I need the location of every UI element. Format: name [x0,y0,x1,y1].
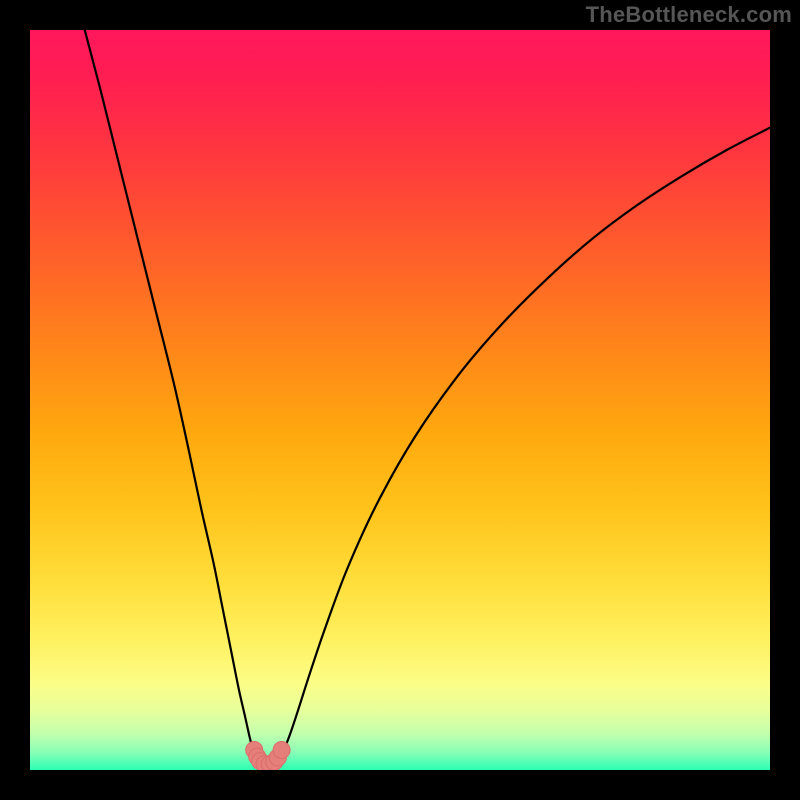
bottleneck-curve-plot [30,30,770,770]
marker-dot [273,742,290,759]
chart-frame: TheBottleneck.com [0,0,800,800]
watermark-text: TheBottleneck.com [586,2,792,28]
plot-background [30,30,770,770]
